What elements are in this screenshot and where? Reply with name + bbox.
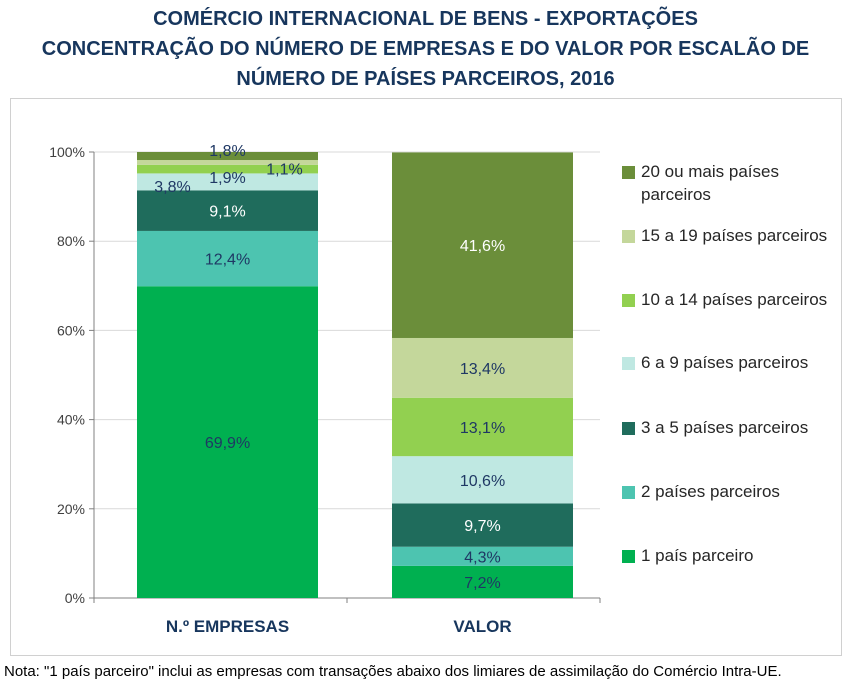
data-label: 10,6% (460, 473, 505, 490)
legend-label: 3 a 5 países parceiros (641, 418, 809, 437)
bar-segment (392, 152, 573, 338)
bar-segment (137, 190, 318, 231)
legend-swatch (622, 550, 635, 563)
data-label: 12,4% (205, 252, 250, 269)
legend-item: 15 a 19 países parceiros (622, 224, 841, 247)
chart-area (10, 98, 842, 656)
bar-segment (137, 160, 318, 165)
category-label: N.º EMPRESAS (166, 617, 289, 636)
y-tick-label: 40% (57, 412, 85, 428)
bar-segment (137, 164, 318, 174)
data-label: 69,9% (205, 435, 250, 452)
bar-segment (137, 230, 318, 287)
bar-segment (392, 456, 573, 504)
legend-item: 3 a 5 países parceiros (622, 416, 841, 439)
title-line-2: CONCENTRAÇÃO DO NÚMERO DE EMPRESAS E DO … (41, 38, 810, 60)
data-label: 13,4% (460, 361, 505, 378)
legend-label: 20 ou mais países parceiros (641, 162, 779, 204)
data-label: 41,6% (460, 238, 505, 255)
data-label: 4,3% (464, 549, 500, 566)
data-label: 3,8% (154, 179, 190, 196)
chart-title: COMÉRCIO INTERNACIONAL DE BENS - EXPORTA… (0, 4, 851, 94)
data-label: 1,9% (209, 170, 245, 187)
data-label: 1,8% (209, 143, 245, 160)
legend-item: 20 ou mais países parceiros (622, 160, 841, 206)
legend-label: 15 a 19 países parceiros (641, 226, 828, 245)
legend-label: 10 a 14 países parceiros (641, 290, 828, 309)
footnote: Nota: "1 país parceiro" inclui as empres… (4, 663, 782, 680)
bar-segment (392, 337, 573, 398)
bar-segment (137, 173, 318, 191)
legend-swatch (622, 230, 635, 243)
data-label: 9,7% (464, 518, 500, 535)
y-tick-label: 20% (57, 501, 85, 517)
legend-item: 6 a 9 países parceiros (622, 351, 841, 374)
legend-swatch (622, 294, 635, 307)
legend-label: 1 país parceiro (641, 546, 754, 565)
title-line-3: NÚMERO DE PAÍSES PARCEIROS, 2016 (236, 68, 615, 90)
y-tick-label: 60% (57, 322, 85, 338)
data-label: 9,1% (209, 204, 245, 221)
legend-swatch (622, 357, 635, 370)
bar-segment (392, 565, 573, 598)
legend-label: 2 países parceiros (641, 482, 780, 501)
data-label: 7,2% (464, 575, 500, 592)
bar-segment (392, 546, 573, 566)
data-label: 1,1% (266, 161, 302, 178)
legend-item: 10 a 14 países parceiros (622, 288, 841, 311)
y-tick-label: 100% (49, 144, 85, 160)
bar-segment (137, 286, 318, 598)
bar-segment (392, 503, 573, 547)
data-label: 13,1% (460, 420, 505, 437)
y-tick-label: 0% (65, 590, 85, 606)
legend-swatch (622, 422, 635, 435)
legend-item: 2 países parceiros (622, 480, 841, 503)
category-label: VALOR (453, 617, 511, 636)
bar-segment (137, 152, 318, 161)
legend-swatch (622, 486, 635, 499)
legend-item: 1 país parceiro (622, 544, 841, 567)
bar-segment (392, 397, 573, 457)
title-line-1: COMÉRCIO INTERNACIONAL DE BENS - EXPORTA… (153, 8, 698, 30)
y-tick-label: 80% (57, 233, 85, 249)
legend-swatch (622, 166, 635, 179)
legend-label: 6 a 9 países parceiros (641, 353, 809, 372)
